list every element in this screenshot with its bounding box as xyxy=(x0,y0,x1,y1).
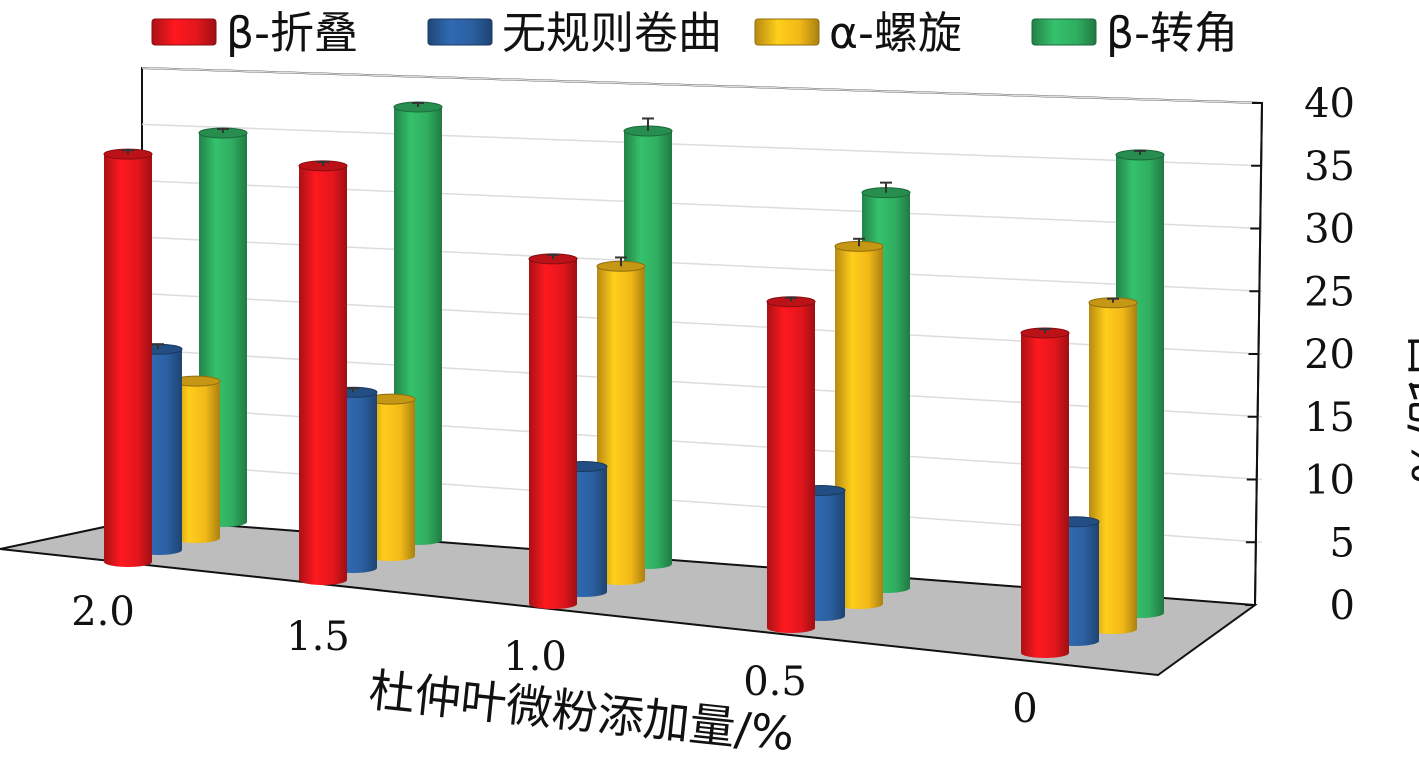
bar-α-螺旋-0 xyxy=(1088,297,1138,634)
bar-α-螺旋-1.0 xyxy=(596,256,646,585)
y-tick-label-10: 10 xyxy=(1304,458,1355,504)
legend-item-β-折叠: β-折叠 xyxy=(151,8,358,59)
x-tick-label-1.0: 1.0 xyxy=(503,634,567,680)
x-tick-label-2.0: 2.0 xyxy=(71,589,135,635)
bar-α-螺旋-1.5 xyxy=(366,393,416,561)
bar-β-折叠-2.0 xyxy=(103,148,153,567)
bar-β-折叠-1.0 xyxy=(528,253,578,609)
y-tick-label-25: 25 xyxy=(1304,269,1355,315)
y-tick-label-5: 5 xyxy=(1330,520,1355,566)
gridline-35 xyxy=(141,123,1263,167)
bars xyxy=(103,101,1165,658)
y-tick-label-40: 40 xyxy=(1304,81,1355,127)
bar-β-折叠-0.5 xyxy=(766,296,816,633)
y-tick-label-35: 35 xyxy=(1304,144,1355,190)
y-tick-label-20: 20 xyxy=(1304,332,1355,378)
y-axis-title: 占比/% xyxy=(1401,332,1419,483)
y-tick-label-30: 30 xyxy=(1304,207,1355,253)
bar-α-螺旋-2.0 xyxy=(171,375,221,543)
y-tick-label-0: 0 xyxy=(1330,583,1355,629)
x-axis: 2.0 1.5 1.0 0.5 0 xyxy=(71,589,1038,732)
legend: β-折叠 无规则卷曲 α-螺旋 β-转角 xyxy=(151,8,1238,59)
legend-swatch xyxy=(151,18,217,46)
legend-swatch xyxy=(754,18,820,46)
x-tick-label-0: 0 xyxy=(1012,686,1037,732)
y-axis: 0 5 10 15 20 25 30 35 40 xyxy=(1245,81,1355,629)
legend-swatch xyxy=(427,18,493,46)
legend-swatch xyxy=(1031,18,1097,46)
legend-label: β-转角 xyxy=(1106,8,1238,59)
x-tick-label-1.5: 1.5 xyxy=(286,614,350,660)
bar-α-螺旋-0.5 xyxy=(834,237,884,609)
legend-item-β-转角: β-转角 xyxy=(1031,8,1238,59)
legend-item-无规则卷曲: 无规则卷曲 xyxy=(427,8,722,59)
gridline-40 xyxy=(141,67,1263,104)
legend-label: α-螺旋 xyxy=(829,8,962,59)
x-axis-title: 杜仲叶微粉添加量/% xyxy=(366,663,797,761)
bar-β-折叠-0 xyxy=(1020,327,1070,658)
legend-label: 无规则卷曲 xyxy=(502,8,722,59)
x-tick-label-0.5: 0.5 xyxy=(743,659,807,705)
legend-item-α-螺旋: α-螺旋 xyxy=(754,8,962,59)
bar-β-折叠-1.5 xyxy=(298,160,348,585)
y-tick-label-15: 15 xyxy=(1304,395,1355,441)
legend-label: β-折叠 xyxy=(226,8,358,59)
